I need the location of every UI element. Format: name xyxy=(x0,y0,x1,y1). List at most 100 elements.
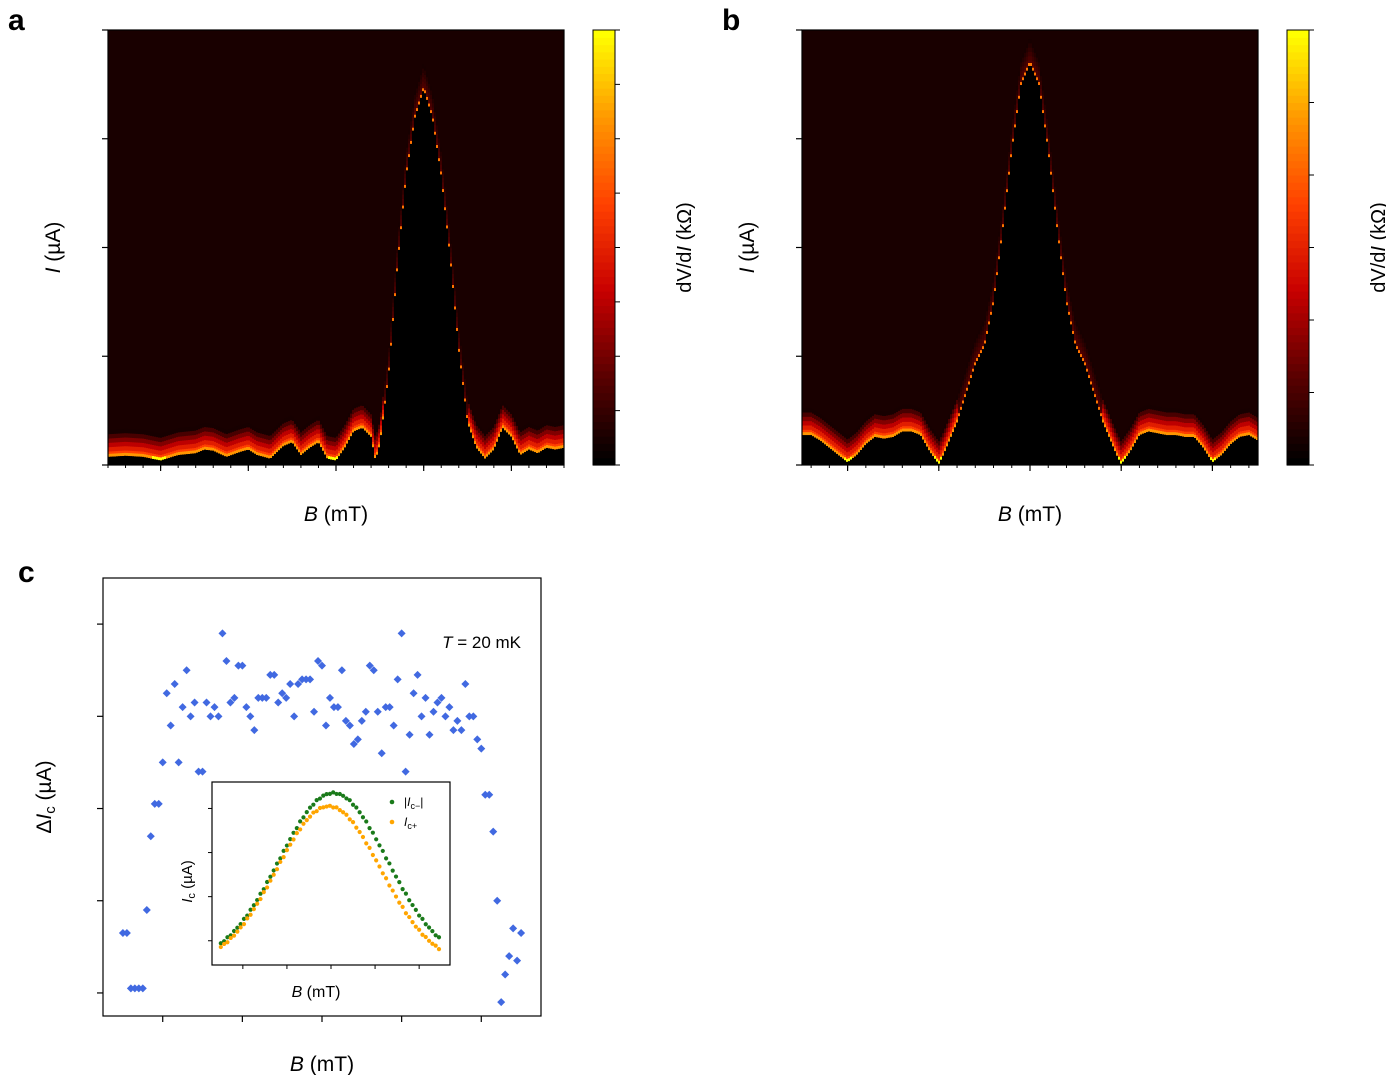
heatmap-glow-cell xyxy=(1154,414,1156,420)
heatmap-glow-cell xyxy=(874,410,876,415)
heatmap-glow-cell xyxy=(1118,450,1120,455)
heatmap-superconducting-cell xyxy=(436,148,438,465)
colorbar-segment xyxy=(593,392,615,401)
colorbar-segment xyxy=(1287,189,1309,198)
heatmap-glow-cell xyxy=(284,418,286,424)
heatmap-switching-edge xyxy=(1218,454,1220,458)
heatmap-glow-cell xyxy=(858,442,860,448)
heatmap-switching-edge xyxy=(1188,434,1190,437)
label-part: I xyxy=(674,246,696,252)
heatmap-glow-cell xyxy=(428,83,430,89)
heatmap-switching-edge xyxy=(478,448,480,452)
heatmap-glow-cell xyxy=(130,437,132,443)
heatmap-glow-cell xyxy=(1170,425,1172,431)
heatmap-superconducting-cell xyxy=(250,451,252,465)
heatmap-glow-cell xyxy=(400,202,402,208)
heatmap-switching-edge xyxy=(958,413,960,417)
heatmap-glow-cell xyxy=(946,419,948,425)
heatmap-glow-cell xyxy=(1094,378,1096,384)
heatmap-glow-cell xyxy=(250,428,252,434)
heatmap-glow-cell xyxy=(396,244,398,250)
heatmap-switching-edge xyxy=(296,446,298,450)
heatmap-glow-cell xyxy=(980,343,982,349)
data-point xyxy=(405,730,414,739)
heatmap-superconducting-cell xyxy=(910,431,912,465)
heatmap-superconducting-cell xyxy=(816,438,818,465)
heatmap-glow-cell xyxy=(802,421,804,427)
heatmap-superconducting-cell xyxy=(1044,127,1046,465)
heatmap-glow-cell xyxy=(1052,178,1054,184)
heatmap-glow-cell xyxy=(1224,432,1226,438)
heatmap-glow-cell xyxy=(960,395,962,401)
heatmap-glow-cell xyxy=(1014,117,1016,123)
heatmap-switching-edge xyxy=(1212,458,1214,462)
heatmap-glow-cell xyxy=(1222,439,1224,445)
heatmap-glow-cell xyxy=(1040,80,1042,86)
heatmap-superconducting-cell xyxy=(154,459,156,465)
heatmap-superconducting-cell xyxy=(1200,445,1202,465)
heatmap-glow-cell xyxy=(346,429,348,435)
heatmap-glow-cell xyxy=(1088,359,1090,365)
heatmap-glow-cell xyxy=(262,442,264,448)
y-axis-label: I (µA) xyxy=(42,222,65,274)
heatmap-glow-cell xyxy=(266,448,268,454)
heatmap-glow-cell xyxy=(1094,387,1096,393)
heatmap-glow-cell xyxy=(1048,147,1050,153)
heatmap-glow-cell xyxy=(804,408,806,414)
heatmap-switching-edge xyxy=(1210,457,1212,461)
heatmap-glow-cell xyxy=(974,338,976,344)
heatmap-glow-cell xyxy=(1120,445,1122,451)
heatmap-superconducting-cell xyxy=(1226,448,1228,465)
heatmap-glow-cell xyxy=(1030,52,1032,57)
heatmap-glow-cell xyxy=(164,445,166,451)
heatmap-glow-cell xyxy=(1078,330,1080,336)
heatmap-glow-cell xyxy=(194,430,196,436)
heatmap-switching-edge xyxy=(900,429,902,433)
heatmap-glow-cell xyxy=(360,418,362,424)
heatmap-glow-cell xyxy=(954,400,956,406)
heatmap-glow-cell xyxy=(920,417,922,423)
heatmap-switching-edge xyxy=(330,456,332,460)
heatmap-switching-edge xyxy=(120,453,122,457)
heatmap-glow-cell xyxy=(860,423,862,428)
data-point xyxy=(501,970,510,979)
heatmap-glow-cell xyxy=(844,450,846,456)
heatmap-superconducting-cell xyxy=(836,453,838,465)
heatmap-glow-cell xyxy=(1214,446,1216,452)
data-point xyxy=(493,896,502,905)
heatmap-glow-cell xyxy=(142,447,144,453)
heatmap-glow-cell xyxy=(872,428,874,434)
heatmap-glow-cell xyxy=(384,376,386,382)
heatmap-glow-cell xyxy=(1116,428,1118,434)
inset-data-point xyxy=(433,933,438,938)
heatmap-glow-cell xyxy=(1064,281,1066,287)
heatmap-glow-cell xyxy=(1096,385,1098,391)
heatmap-switching-edge xyxy=(874,434,876,438)
heatmap-switching-edge xyxy=(956,419,958,423)
heatmap-switching-edge xyxy=(158,457,160,461)
heatmap-glow-cell xyxy=(556,426,558,432)
heatmap-glow-cell xyxy=(818,417,820,423)
data-point xyxy=(238,661,247,670)
heatmap-glow-cell xyxy=(1018,80,1020,86)
heatmap-glow-cell xyxy=(268,435,270,441)
heatmap-glow-cell xyxy=(520,427,522,433)
heatmap-switching-edge xyxy=(420,94,422,98)
heatmap-superconducting-cell xyxy=(1206,453,1208,465)
heatmap-switching-edge xyxy=(434,131,436,135)
heatmap-superconducting-cell xyxy=(812,436,814,465)
heatmap-glow-cell xyxy=(824,434,826,440)
heatmap-superconducting-cell xyxy=(1052,192,1054,465)
heatmap-glow-cell xyxy=(256,445,258,451)
heatmap-glow-cell xyxy=(136,429,138,435)
heatmap-superconducting-cell xyxy=(878,437,880,465)
heatmap-glow-cell xyxy=(130,446,132,452)
heatmap-glow-cell xyxy=(1144,405,1146,411)
heatmap-glow-cell xyxy=(290,415,292,421)
heatmap-superconducting-cell xyxy=(538,452,540,465)
heatmap-superconducting-cell xyxy=(1198,442,1200,465)
heatmap-glow-cell xyxy=(530,436,532,442)
heatmap-glow-cell xyxy=(424,66,426,72)
heatmap-superconducting-cell xyxy=(1078,353,1080,465)
heatmap-background xyxy=(108,30,564,465)
